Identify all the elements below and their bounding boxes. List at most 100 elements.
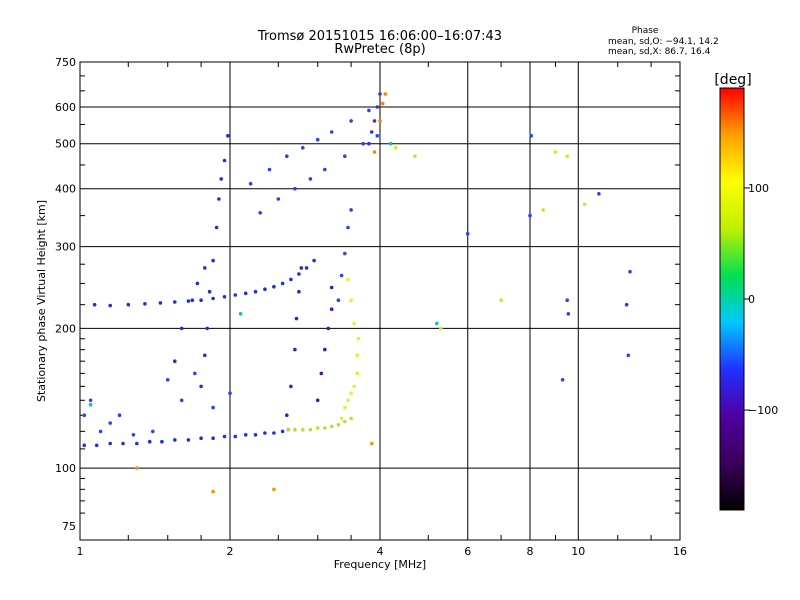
- data-point: [315, 137, 320, 142]
- data-point: [352, 321, 357, 326]
- colorbar-tick-label: 0: [748, 293, 755, 306]
- data-point: [336, 298, 341, 303]
- data-point: [343, 154, 347, 158]
- data-point: [286, 427, 291, 432]
- data-point: [346, 225, 350, 230]
- data-point: [126, 302, 131, 307]
- data-point: [319, 371, 324, 376]
- x-tick-label: 6: [464, 545, 471, 558]
- data-point: [186, 299, 191, 303]
- data-point: [88, 398, 93, 403]
- data-point: [329, 307, 334, 312]
- plot-frame: [79, 61, 681, 541]
- data-point: [312, 258, 316, 263]
- data-point: [349, 391, 353, 396]
- data-point: [315, 426, 320, 430]
- data-point: [529, 134, 534, 138]
- data-point: [222, 158, 227, 163]
- colorbar-label: [deg]: [714, 72, 751, 88]
- data-point: [233, 293, 238, 297]
- data-point: [413, 154, 417, 158]
- data-point: [193, 371, 197, 376]
- data-point: [258, 211, 263, 215]
- data-point: [238, 312, 243, 316]
- data-point: [272, 284, 276, 289]
- data-point: [435, 321, 439, 326]
- stats-title: Phase: [632, 26, 659, 36]
- data-point: [375, 105, 380, 109]
- data-point: [108, 441, 112, 446]
- data-point: [336, 423, 341, 427]
- data-point: [222, 434, 227, 439]
- data-point: [173, 438, 177, 442]
- data-point: [211, 258, 215, 263]
- data-point: [173, 300, 177, 304]
- data-point: [94, 443, 99, 448]
- data-point: [297, 272, 301, 276]
- data-point: [199, 436, 203, 441]
- colorbar-ticks: 100 0 −100: [744, 182, 778, 417]
- data-point: [203, 353, 207, 358]
- data-point: [308, 427, 313, 432]
- data-point: [92, 302, 97, 307]
- data-point: [626, 353, 631, 358]
- data-point: [465, 231, 470, 236]
- data-points: [82, 92, 632, 494]
- data-point: [158, 301, 163, 305]
- data-point: [253, 289, 258, 294]
- data-point: [293, 427, 297, 432]
- data-point: [315, 398, 320, 403]
- data-point: [528, 213, 532, 218]
- data-point: [253, 433, 258, 437]
- data-point: [228, 391, 232, 396]
- data-point: [205, 326, 209, 331]
- data-point: [135, 466, 139, 470]
- data-point: [280, 281, 285, 286]
- data-point: [190, 298, 195, 303]
- data-point: [272, 431, 276, 435]
- data-point: [222, 295, 227, 299]
- data-point: [289, 384, 293, 389]
- data-point: [343, 251, 347, 256]
- x-tick-label: 16: [673, 545, 687, 558]
- data-point: [378, 119, 382, 123]
- x-tick-label: 8: [527, 545, 534, 558]
- data-point: [199, 384, 203, 389]
- data-point: [248, 181, 253, 186]
- data-point: [372, 119, 377, 123]
- data-point: [349, 119, 353, 123]
- colorbar: [719, 87, 745, 511]
- data-point: [243, 433, 248, 437]
- data-point: [299, 266, 304, 270]
- x-axis-label: Frequency [MHz]: [334, 558, 426, 571]
- data-point: [326, 326, 331, 331]
- y-tick-label: 200: [55, 322, 76, 335]
- data-point: [160, 439, 164, 444]
- data-point: [117, 413, 122, 418]
- data-point: [355, 353, 360, 358]
- data-point: [369, 130, 374, 134]
- data-point: [367, 141, 371, 146]
- data-point: [339, 273, 344, 278]
- x-tick-labels: 1 2 4 6 8 10 16: [77, 545, 688, 558]
- data-point: [211, 405, 215, 410]
- y-tick-label: 400: [55, 183, 76, 196]
- x-tick-label: 4: [377, 545, 384, 558]
- data-point: [195, 281, 200, 286]
- data-point: [293, 186, 297, 191]
- data-point: [203, 266, 207, 270]
- stats-line-o: mean, sd,O: −94.1, 14.2: [608, 37, 719, 47]
- data-point: [329, 130, 334, 134]
- data-point: [380, 101, 385, 106]
- data-point: [301, 146, 305, 150]
- data-point: [565, 298, 569, 303]
- y-tick-label: 100: [55, 462, 76, 475]
- data-point: [499, 298, 503, 303]
- data-point: [186, 438, 191, 442]
- data-point: [121, 441, 125, 446]
- data-point: [393, 146, 398, 150]
- data-point: [383, 92, 388, 96]
- data-point: [276, 197, 281, 201]
- data-point: [131, 433, 136, 437]
